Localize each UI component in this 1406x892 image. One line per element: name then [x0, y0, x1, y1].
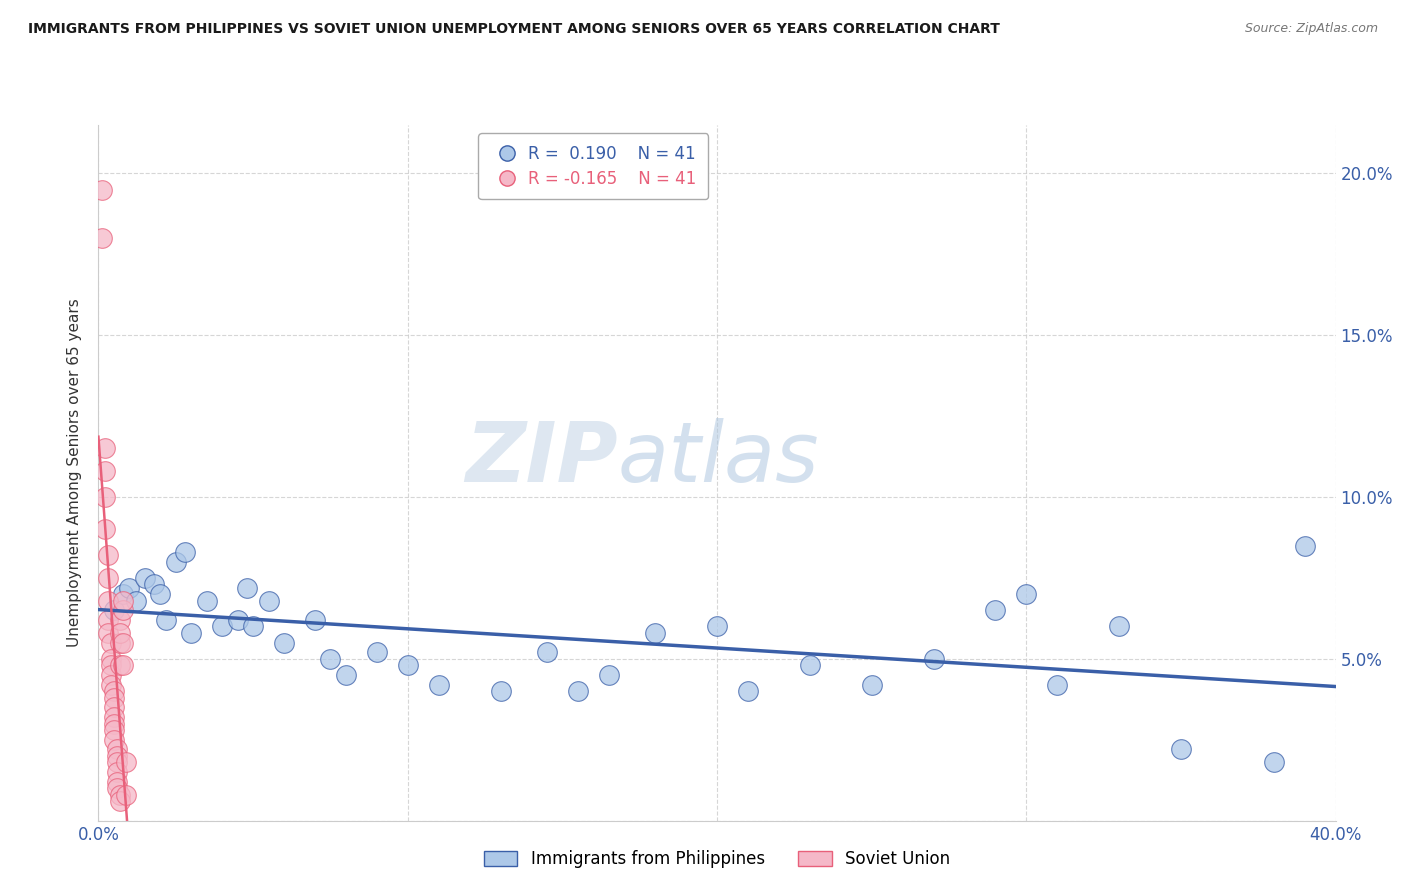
Point: [112, 635, 135, 649]
Point: [103, 710, 125, 724]
Text: Source: ZipAtlas.com: Source: ZipAtlas.com: [1244, 22, 1378, 36]
Point: [242, 619, 264, 633]
Point: [799, 658, 821, 673]
Point: [103, 716, 125, 731]
Text: atlas: atlas: [619, 418, 820, 500]
Point: [257, 593, 280, 607]
Point: [174, 545, 197, 559]
Point: [1015, 587, 1038, 601]
Point: [105, 748, 128, 763]
Point: [195, 593, 218, 607]
Point: [737, 684, 759, 698]
Point: [1108, 619, 1130, 633]
Point: [103, 603, 125, 617]
Point: [97, 613, 120, 627]
Point: [112, 603, 135, 617]
Point: [118, 581, 141, 595]
Point: [97, 549, 120, 563]
Point: [115, 756, 138, 770]
Point: [103, 723, 125, 737]
Point: [1046, 678, 1069, 692]
Point: [103, 732, 125, 747]
Point: [90, 183, 112, 197]
Point: [335, 668, 357, 682]
Point: [180, 626, 202, 640]
Point: [108, 788, 131, 802]
Point: [489, 684, 512, 698]
Point: [100, 668, 122, 682]
Text: IMMIGRANTS FROM PHILIPPINES VS SOVIET UNION UNEMPLOYMENT AMONG SENIORS OVER 65 Y: IMMIGRANTS FROM PHILIPPINES VS SOVIET UN…: [28, 22, 1000, 37]
Point: [567, 684, 589, 698]
Point: [112, 593, 135, 607]
Point: [366, 645, 388, 659]
Point: [105, 756, 128, 770]
Point: [112, 587, 135, 601]
Point: [108, 794, 131, 808]
Point: [100, 658, 122, 673]
Text: ZIP: ZIP: [465, 418, 619, 500]
Point: [103, 690, 125, 705]
Point: [427, 678, 450, 692]
Point: [105, 742, 128, 756]
Point: [108, 613, 131, 627]
Point: [922, 652, 945, 666]
Point: [112, 658, 135, 673]
Point: [273, 635, 295, 649]
Point: [236, 581, 259, 595]
Point: [319, 652, 342, 666]
Point: [1170, 742, 1192, 756]
Point: [598, 668, 620, 682]
Point: [108, 658, 131, 673]
Point: [155, 613, 177, 627]
Point: [984, 603, 1007, 617]
Point: [536, 645, 558, 659]
Point: [149, 587, 172, 601]
Point: [134, 571, 156, 585]
Point: [100, 635, 122, 649]
Point: [108, 635, 131, 649]
Point: [100, 678, 122, 692]
Point: [97, 593, 120, 607]
Point: [1263, 756, 1285, 770]
Point: [644, 626, 666, 640]
Y-axis label: Unemployment Among Seniors over 65 years: Unemployment Among Seniors over 65 years: [67, 299, 83, 647]
Point: [396, 658, 419, 673]
Point: [105, 774, 128, 789]
Point: [105, 765, 128, 780]
Point: [93, 464, 115, 478]
Legend: Immigrants from Philippines, Soviet Union: Immigrants from Philippines, Soviet Unio…: [478, 844, 956, 875]
Point: [124, 593, 146, 607]
Point: [103, 684, 125, 698]
Point: [97, 571, 120, 585]
Point: [860, 678, 883, 692]
Point: [1294, 539, 1316, 553]
Point: [226, 613, 249, 627]
Point: [706, 619, 728, 633]
Point: [90, 231, 112, 245]
Point: [100, 652, 122, 666]
Point: [108, 626, 131, 640]
Point: [211, 619, 233, 633]
Point: [93, 522, 115, 536]
Point: [93, 490, 115, 504]
Point: [115, 788, 138, 802]
Point: [103, 700, 125, 714]
Point: [105, 781, 128, 796]
Point: [165, 555, 187, 569]
Point: [97, 626, 120, 640]
Point: [143, 577, 166, 591]
Point: [93, 442, 115, 456]
Point: [304, 613, 326, 627]
